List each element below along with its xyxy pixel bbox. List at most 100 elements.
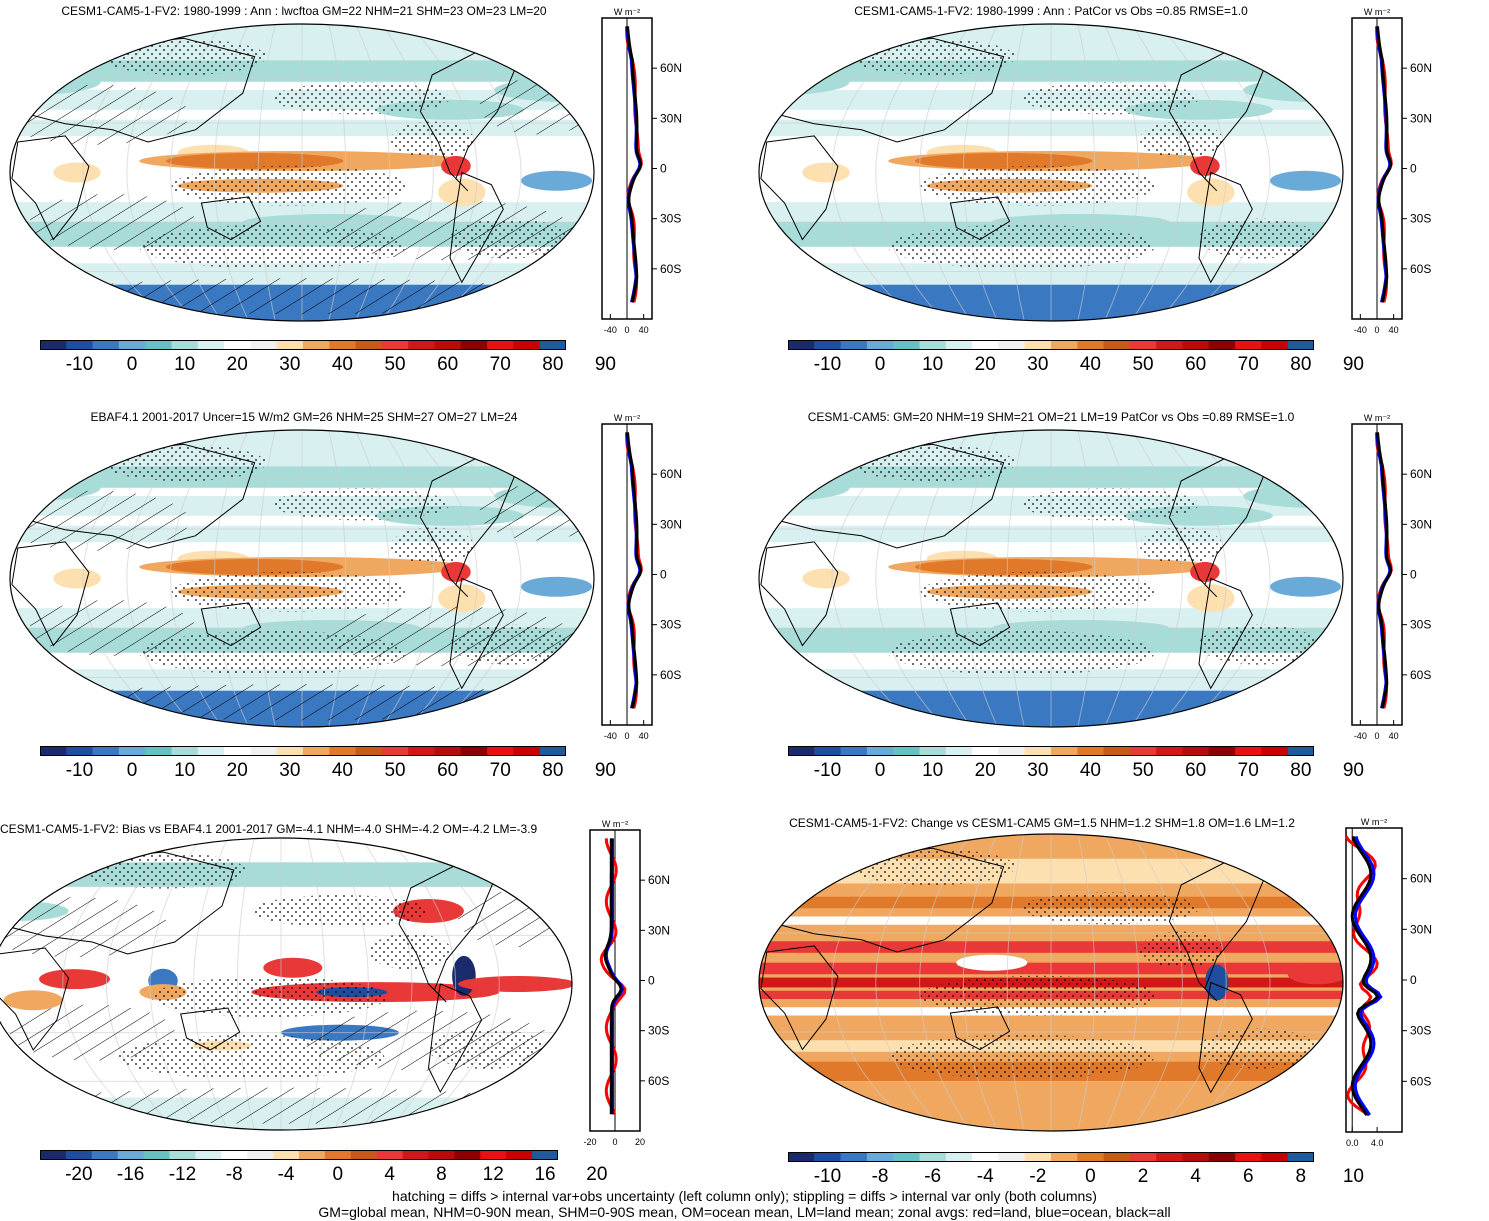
colorbar-swatch [487, 340, 514, 350]
map-boundary [758, 833, 1344, 1132]
graticule-meridian [1184, 24, 1271, 321]
panel-title: CESM1-CAM5-1-FV2: 1980-1999 : Ann : lwcf… [61, 4, 547, 18]
lat-tick-label: 30N [1410, 517, 1432, 531]
coastline [17, 37, 256, 143]
colorbar-swatch [329, 746, 357, 756]
colorbar-frame [40, 340, 566, 350]
colorbar-tick-label: 40 [1079, 760, 1102, 781]
x-tick-label: -40 [1354, 325, 1367, 335]
colorbar-tick-label: 0 [874, 354, 886, 375]
colorbar-swatch [893, 340, 920, 350]
colorbar-swatch [513, 340, 541, 350]
colorbar [788, 1152, 1314, 1162]
colorbar-swatch [221, 1150, 248, 1160]
colorbar-tick-label: 50 [384, 760, 406, 781]
colorbar-swatch [460, 746, 488, 756]
colorbar-tick-label: 30 [279, 354, 301, 375]
lat-tick-label: 60N [660, 61, 682, 75]
x-tick-label: -40 [604, 325, 617, 335]
zonal-mean-plot: W m⁻² 60N 30N 0 30S 60S -20 0 20 [584, 819, 670, 1147]
coastline [0, 947, 70, 1051]
lat-tick-label: 30N [660, 111, 682, 125]
all-zonal-line [1350, 835, 1380, 1116]
hatching-region [35, 684, 569, 721]
lat-tick-label: 30S [1410, 1024, 1431, 1038]
colorbar-tick-label: 80 [542, 760, 564, 781]
colorbar-swatch [1182, 746, 1210, 756]
colorbar-frame [40, 1150, 558, 1160]
graticule-meridian [1104, 24, 1140, 321]
hatching-region [29, 194, 196, 250]
colorbar-swatch [1287, 1152, 1314, 1162]
colorbar-swatch [1051, 340, 1078, 350]
colorbar-tick-label: 90 [594, 354, 617, 375]
field-blob [3, 990, 63, 1011]
panel-title: CESM1-CAM5-1-FV2: 1980-1999 : Ann : PatC… [854, 4, 1248, 18]
colorbar-swatch [1261, 746, 1289, 756]
colorbar-swatch [299, 1150, 326, 1160]
field-blob [914, 152, 1093, 169]
colorbar-tick-label: 80 [1290, 760, 1312, 781]
coastline [1198, 981, 1253, 1094]
colorbar-tick-label: 4 [1190, 1166, 1201, 1187]
colorbar-tick-label: 10 [1342, 1166, 1365, 1187]
colorbar-swatch [788, 746, 815, 756]
colorbar-swatch [1156, 340, 1183, 350]
lat-tick-label: 30N [1410, 111, 1432, 125]
coastline [449, 171, 504, 284]
colorbar-swatch [434, 746, 462, 756]
stippling-region [171, 165, 409, 206]
x-tick-label: 40 [1389, 325, 1399, 335]
global-map [758, 429, 1344, 728]
units-label: W m⁻² [614, 413, 640, 423]
stippling-region [1199, 624, 1318, 665]
colorbar-tick-label: 90 [1342, 354, 1365, 375]
colorbar-tick-label: 70 [489, 354, 511, 375]
field-blob [1287, 964, 1343, 985]
colorbar-swatch [92, 746, 120, 756]
colorbar-swatch [1024, 746, 1052, 756]
units-label: W m⁻² [1361, 817, 1387, 827]
field-blob [438, 178, 486, 207]
colorbar-swatch [1182, 340, 1210, 350]
colorbar-swatch [1129, 746, 1157, 756]
field-blob [441, 561, 471, 582]
units-label: W m⁻² [602, 819, 628, 829]
stippling-region [272, 488, 451, 521]
stippling-region [171, 571, 409, 612]
colorbar-swatch [1051, 1152, 1078, 1162]
colorbar-tick-label: 50 [384, 354, 406, 375]
hatching-region [9, 1004, 175, 1061]
colorbar-tick-label: 40 [331, 354, 354, 375]
colorbar-swatch [1129, 340, 1157, 350]
colorbar-frame [788, 1152, 1314, 1162]
colorbar-swatch [402, 1150, 429, 1160]
colorbar-tick-label: 0 [874, 760, 886, 781]
colorbar-tick-label: -10 [813, 1166, 842, 1187]
colorbar-swatch [840, 746, 868, 756]
colorbar-swatch [434, 340, 462, 350]
colorbar-tick-label: 4 [384, 1164, 395, 1185]
panel-title: CESM1-CAM5-1-FV2: Bias vs EBAF4.1 2001-2… [0, 822, 538, 836]
colorbar-swatch [1287, 340, 1314, 350]
coastline [427, 983, 483, 1094]
field-blob [263, 957, 323, 978]
x-tick-label: 40 [1389, 731, 1399, 741]
colorbar-tick-label: 16 [534, 1164, 556, 1185]
colorbar-swatch [117, 1150, 145, 1160]
hatching-region [479, 484, 594, 541]
colorbar-tick-label: -6 [924, 1166, 942, 1187]
colorbar-tick-label: 20 [974, 354, 996, 375]
panel-title: EBAF4.1 2001-2017 Uncer=15 W/m2 GM=26 NH… [90, 410, 518, 424]
colorbar-tick-label: 2 [1137, 1166, 1149, 1187]
colorbar-swatch [945, 340, 973, 350]
lat-tick-label: 30S [1410, 618, 1431, 632]
colorbar-frame [40, 746, 566, 756]
field-blob [784, 857, 844, 870]
colorbar [788, 746, 1314, 756]
colorbar-swatch [65, 1150, 93, 1160]
colorbar-tick-label: 10 [174, 354, 196, 375]
colorbar-tick-label: 20 [974, 760, 996, 781]
field-band [0, 862, 572, 887]
lat-tick-label: 60S [1410, 1074, 1431, 1088]
